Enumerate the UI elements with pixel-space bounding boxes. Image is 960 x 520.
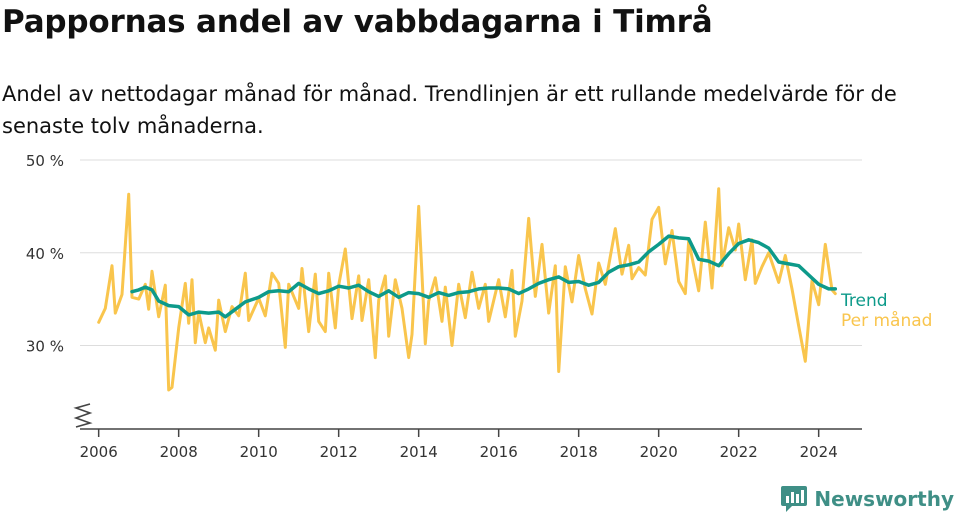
brand-logo: Newsworthy (780, 484, 954, 514)
x-tick-label: 2018 (560, 443, 598, 461)
x-tick-label: 2010 (240, 443, 278, 461)
legend-label-trend: Trend (840, 291, 888, 311)
x-tick-label: 2020 (640, 443, 678, 461)
x-tick-label: 2016 (480, 443, 518, 461)
x-tick-label: 2014 (400, 443, 438, 461)
y-axis-break-icon (73, 403, 93, 428)
brand-name: Newsworthy (814, 487, 954, 511)
y-tick-label: 50 % (26, 152, 64, 170)
bar-chart-speech-bubble-icon (781, 486, 808, 512)
x-tick-label: 2008 (160, 443, 198, 461)
x-tick-label: 2006 (80, 443, 118, 461)
legend-label-per-manad: Per månad (841, 310, 932, 331)
series-line-trend (130, 234, 838, 319)
x-axis: 2006 2008 2010 2012 2014 2016 2018 2020 2022 2024 (80, 428, 862, 461)
chart-title: Pappornas andel av vabbdagarna i Timrå (2, 4, 713, 40)
y-axis: 30 % 40 % 50 % (26, 152, 93, 428)
chart-subtitle: Andel av nettodagar månad för månad. Tre… (2, 82, 897, 138)
series-line-per-manad (97, 187, 837, 392)
x-tick-label: 2024 (800, 443, 838, 461)
y-tick-label: 40 % (26, 245, 64, 263)
x-tick-label: 2022 (720, 443, 758, 461)
y-tick-label: 30 % (26, 338, 64, 356)
series-lines (97, 187, 838, 392)
x-tick-label: 2012 (320, 443, 358, 461)
